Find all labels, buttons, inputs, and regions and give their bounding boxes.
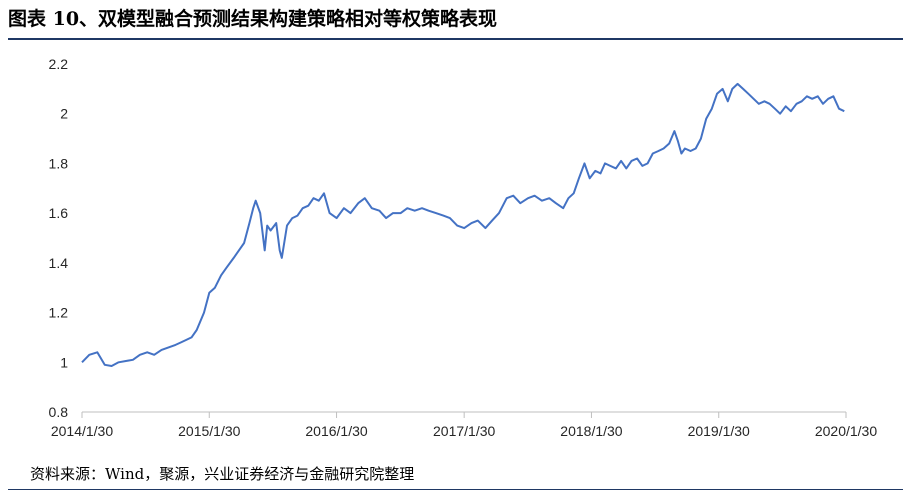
x-tick-label: 2014/1/30 [51,423,113,439]
x-tick-label: 2018/1/30 [560,423,622,439]
y-tick-label: 1.4 [49,255,69,271]
series-line [81,82,845,367]
title-rule [8,38,903,40]
chart-title: 图表 10、双模型融合预测结果构建策略相对等权策略表现 [8,8,498,30]
x-tick-label: 2019/1/30 [688,423,750,439]
y-tick-label: 2 [60,106,68,122]
x-tick-label: 2017/1/30 [433,423,495,439]
y-tick-label: 2.2 [49,56,69,72]
x-tick-label: 2015/1/30 [178,423,240,439]
bottom-rule [8,489,903,490]
y-tick-label: 1.2 [49,305,69,321]
y-tick-label: 0.8 [49,404,69,420]
y-tick-label: 1.8 [49,155,69,171]
source-note: 资料来源：Wind，聚源，兴业证券经济与金融研究院整理 [30,465,415,483]
y-tick-label: 1 [60,354,68,370]
x-tick-label: 2016/1/30 [305,423,367,439]
x-tick-label: 2020/1/30 [815,423,877,439]
y-tick-label: 1.6 [49,205,69,221]
